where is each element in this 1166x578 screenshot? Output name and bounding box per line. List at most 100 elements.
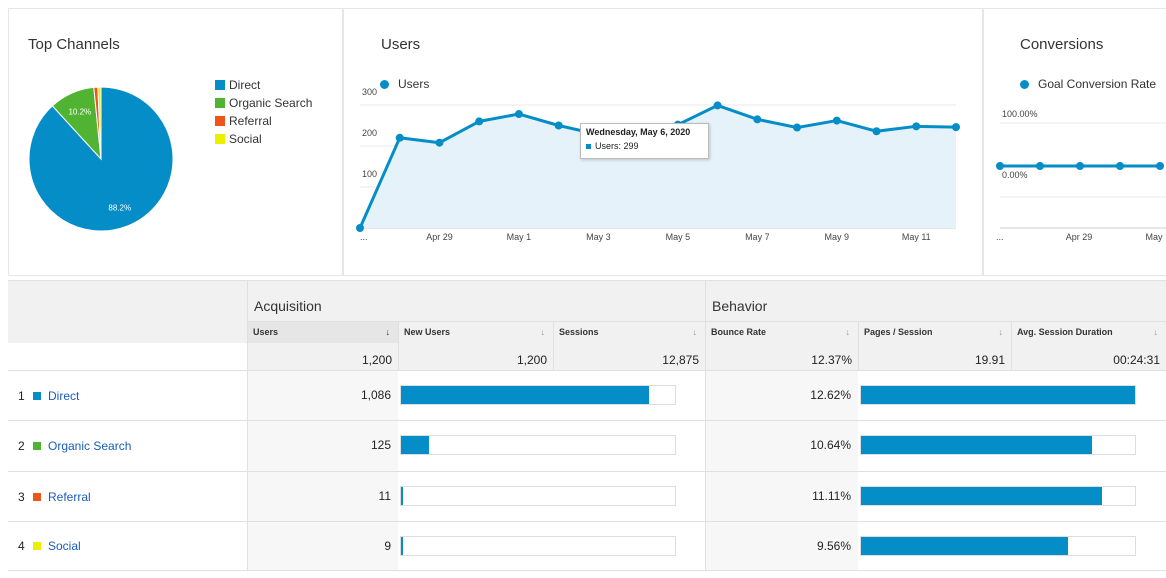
tooltip-title: Wednesday, May 6, 2020 bbox=[586, 127, 691, 137]
channel-link-referral[interactable]: Referral bbox=[48, 489, 91, 504]
users-data-point bbox=[872, 127, 881, 136]
table-row-social: 4 Social bbox=[8, 521, 247, 571]
col-new-users-label: New Users bbox=[404, 327, 451, 337]
total-new-users: 1,200 bbox=[398, 343, 553, 370]
row-bounce-value: 9.56% bbox=[705, 521, 858, 571]
total-pages-session: 19.91 bbox=[858, 343, 1011, 370]
x-tick-label: ... bbox=[996, 232, 1004, 242]
legend-label-referral: Referral bbox=[229, 114, 272, 128]
users-tooltip: Wednesday, May 6, 2020 Users: 299 bbox=[580, 123, 709, 159]
col-new-users[interactable]: New Users ↓ bbox=[398, 321, 553, 343]
sort-arrow-icon[interactable]: ↓ bbox=[692, 327, 698, 337]
pie-slice-social bbox=[97, 86, 102, 160]
legend-swatch-referral bbox=[215, 116, 225, 126]
col-avg-session-duration[interactable]: Avg. Session Duration ↓ bbox=[1011, 321, 1166, 343]
legend-item-social[interactable]: Social bbox=[215, 130, 312, 148]
users-data-point bbox=[514, 110, 523, 119]
row-users-bar-cell bbox=[398, 521, 705, 571]
bounce-bar-fill bbox=[861, 537, 1069, 555]
users-data-point bbox=[475, 117, 484, 126]
users-title: Users bbox=[381, 36, 421, 53]
row-swatch bbox=[33, 542, 41, 550]
row-bounce-value: 11.11% bbox=[705, 471, 858, 521]
col-bounce-rate[interactable]: Bounce Rate ↓ bbox=[705, 321, 858, 343]
row-users-value: 1,086 bbox=[247, 370, 398, 420]
x-tick-label: Apr 29 bbox=[426, 232, 453, 242]
conversion-data-point bbox=[996, 162, 1004, 170]
users-data-point bbox=[395, 133, 404, 142]
channel-link-social[interactable]: Social bbox=[48, 539, 81, 553]
users-data-point bbox=[356, 224, 364, 232]
bounce-bar-fill bbox=[861, 386, 1135, 404]
top-channels-title: Top Channels bbox=[28, 36, 120, 53]
sort-arrow-icon[interactable]: ↓ bbox=[385, 327, 391, 337]
tooltip-row: Users: 299 bbox=[586, 141, 703, 151]
row-bounce-bar-cell bbox=[858, 370, 1166, 420]
x-tick-label: May 5 bbox=[666, 232, 691, 242]
row-number: 4 bbox=[18, 539, 25, 553]
channel-link-organic-search[interactable]: Organic Search bbox=[48, 439, 132, 453]
users-bar-fill bbox=[401, 487, 404, 505]
legend-swatch-social bbox=[215, 134, 225, 144]
row-bounce-bar-cell bbox=[858, 471, 1166, 521]
x-tick-label: May 7 bbox=[745, 232, 770, 242]
legend-item-organic-search[interactable]: Organic Search bbox=[215, 94, 312, 112]
channel-link-direct[interactable]: Direct bbox=[48, 388, 80, 403]
row-users-value: 125 bbox=[247, 420, 398, 471]
bounce-bar-track bbox=[860, 486, 1136, 506]
pie-data-label: 10.2% bbox=[68, 108, 91, 117]
row-swatch bbox=[33, 391, 41, 400]
pie-data-label: 88.2% bbox=[108, 203, 131, 212]
users-line-chart[interactable]: 100 200 300... Apr 29 May 1 May 3 May 5 May 7 Ma… bbox=[344, 9, 984, 277]
totals-label-cell bbox=[8, 343, 247, 370]
conversions-series-label: Goal Conversion Rate bbox=[1038, 77, 1157, 91]
row-users-value: 9 bbox=[247, 521, 398, 571]
bounce-bar-fill bbox=[861, 436, 1092, 454]
conversions-line-chart[interactable]: 100.00% 0.00%... Apr 29 May bbox=[984, 9, 1166, 277]
users-data-point bbox=[554, 121, 563, 130]
col-sessions-label: Sessions bbox=[559, 327, 599, 337]
legend-item-direct[interactable]: Direct bbox=[215, 76, 312, 94]
users-data-point bbox=[753, 115, 762, 124]
tooltip-swatch bbox=[586, 143, 591, 149]
conversion-data-point bbox=[1116, 162, 1124, 170]
row-bounce-value: 10.64% bbox=[705, 420, 858, 471]
row-swatch bbox=[33, 492, 41, 501]
legend-label-organic-search: Organic Search bbox=[229, 96, 313, 110]
group-acquisition: Acquisition bbox=[247, 281, 705, 321]
sort-arrow-icon[interactable]: ↓ bbox=[845, 327, 851, 337]
col-users-label: Users bbox=[253, 327, 279, 337]
conversions-series-legend[interactable]: Goal Conversion Rate bbox=[1020, 77, 1156, 91]
row-number: 3 bbox=[18, 489, 25, 504]
col-users[interactable]: Users ↓ bbox=[247, 321, 398, 343]
y-tick-label: 100 bbox=[362, 169, 377, 179]
y-tick-label: 200 bbox=[362, 128, 377, 138]
x-tick-label: May 1 bbox=[507, 232, 532, 242]
y-tick-label: 0.00% bbox=[1002, 170, 1028, 180]
users-bar-track bbox=[400, 536, 676, 556]
row-users-bar-cell bbox=[398, 370, 705, 420]
x-tick-label: May bbox=[1145, 232, 1163, 242]
users-bar-track bbox=[400, 486, 676, 506]
users-series-legend[interactable]: Users bbox=[380, 77, 429, 91]
users-bar-fill bbox=[401, 537, 404, 555]
total-avg-session-duration: 00:24:31 bbox=[1011, 343, 1166, 370]
bounce-bar-track bbox=[860, 435, 1136, 455]
table-row-direct: 1 Direct bbox=[8, 370, 247, 420]
users-data-point bbox=[952, 123, 960, 132]
users-data-point bbox=[793, 123, 802, 132]
users-data-point bbox=[435, 138, 444, 147]
legend-item-referral[interactable]: Referral bbox=[215, 112, 312, 130]
y-tick-label: 300 bbox=[362, 87, 377, 97]
total-users: 1,200 bbox=[247, 343, 398, 370]
sort-arrow-icon[interactable]: ↓ bbox=[998, 327, 1004, 337]
table-row-referral: 3 Referral bbox=[8, 471, 247, 521]
users-area-fill bbox=[360, 105, 956, 228]
sort-arrow-icon[interactable]: ↓ bbox=[540, 327, 546, 337]
col-pages-session[interactable]: Pages / Session ↓ bbox=[858, 321, 1011, 343]
sort-arrow-icon[interactable]: ↓ bbox=[1153, 327, 1159, 337]
row-bounce-value: 12.62% bbox=[705, 370, 858, 420]
legend-label-direct: Direct bbox=[229, 78, 261, 92]
col-sessions[interactable]: Sessions ↓ bbox=[553, 321, 705, 343]
bounce-bar-track bbox=[860, 536, 1136, 556]
